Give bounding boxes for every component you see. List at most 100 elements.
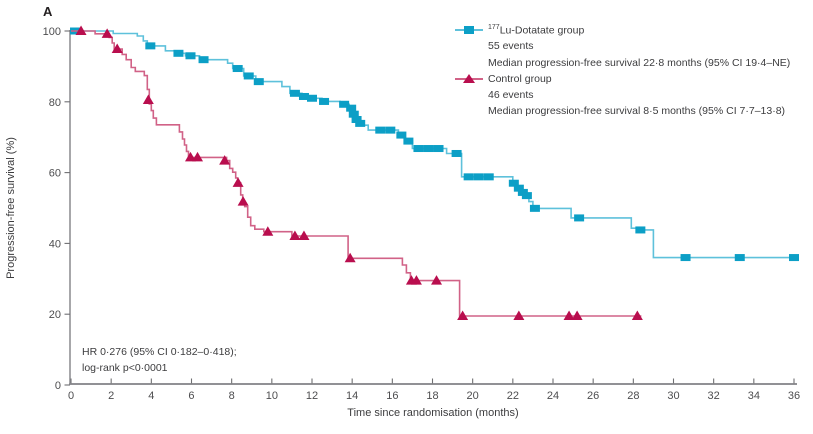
censor-mark-square bbox=[680, 254, 691, 262]
censor-mark-triangle bbox=[184, 151, 196, 162]
censor-mark-square bbox=[253, 78, 264, 86]
censor-mark-square bbox=[451, 149, 462, 157]
censor-mark-square bbox=[403, 137, 414, 145]
x-tick-label: 10 bbox=[266, 390, 278, 402]
legend-group-control: Control group 46 events Median progressi… bbox=[455, 71, 790, 120]
x-tick-label: 36 bbox=[788, 390, 800, 402]
legend-label-lu177: 177Lu-Dotatate group bbox=[488, 23, 585, 37]
censor-mark-square bbox=[413, 145, 424, 153]
legend-events-lu177: 55 events bbox=[488, 40, 534, 53]
censor-mark-square bbox=[423, 145, 434, 153]
y-tick-label: 20 bbox=[49, 309, 61, 321]
x-tick-label: 4 bbox=[148, 390, 154, 402]
censor-mark-square bbox=[433, 145, 444, 153]
survival-curve-control bbox=[71, 30, 642, 317]
x-tick-label: 8 bbox=[229, 390, 235, 402]
censor-mark-square bbox=[483, 173, 494, 181]
x-tick-label: 2 bbox=[108, 390, 114, 402]
censor-mark-triangle bbox=[344, 252, 356, 263]
censor-mark-square bbox=[339, 100, 350, 108]
censor-mark-square bbox=[306, 94, 317, 102]
censor-mark-triangle bbox=[431, 275, 443, 285]
censor-mark-square bbox=[355, 119, 366, 127]
censor-mark-square bbox=[173, 49, 184, 57]
censor-mark-triangle bbox=[410, 275, 422, 285]
censor-mark-square bbox=[521, 192, 532, 200]
censor-mark-square bbox=[385, 126, 396, 134]
legend-median-control: Median progression-free survival 8·5 mon… bbox=[488, 105, 786, 118]
x-tick-label: 12 bbox=[306, 390, 318, 402]
censor-mark-square bbox=[734, 254, 745, 262]
y-tick-label: 100 bbox=[43, 26, 61, 38]
legend: 177Lu-Dotatate group 55 events Median pr… bbox=[455, 22, 790, 120]
censor-mark-square bbox=[289, 89, 300, 97]
hr-annotation-line1: HR 0·276 (95% CI 0·182–0·418); bbox=[82, 346, 237, 358]
lu177-square-marker-icon bbox=[455, 25, 483, 35]
legend-events-control: 46 events bbox=[488, 89, 534, 102]
censor-mark-square bbox=[346, 104, 357, 112]
x-tick-label: 34 bbox=[748, 390, 760, 402]
censor-mark-square bbox=[232, 65, 243, 73]
censor-mark-triangle bbox=[219, 155, 231, 165]
x-tick-label: 16 bbox=[386, 390, 398, 402]
x-tick-label: 30 bbox=[667, 390, 679, 402]
censor-mark-square bbox=[396, 131, 407, 139]
censor-mark-triangle bbox=[192, 151, 204, 162]
censor-mark-triangle bbox=[513, 310, 525, 320]
x-tick-label: 6 bbox=[188, 390, 194, 402]
panel-label: A bbox=[43, 4, 53, 19]
x-tick-label: 24 bbox=[547, 390, 559, 402]
censor-mark-triangle bbox=[298, 230, 310, 240]
x-tick-label: 32 bbox=[708, 390, 720, 402]
censor-mark-triangle bbox=[142, 94, 154, 105]
x-tick-label: 26 bbox=[587, 390, 599, 402]
censor-mark-square bbox=[788, 254, 799, 262]
x-tick-label: 14 bbox=[346, 390, 358, 402]
x-tick-label: 28 bbox=[627, 390, 639, 402]
y-tick-label: 80 bbox=[49, 97, 61, 109]
lu177-square-swatch bbox=[464, 26, 474, 35]
legend-median-lu177: Median progression-free survival 22·8 mo… bbox=[488, 56, 791, 69]
censor-mark-square bbox=[298, 92, 309, 100]
censor-mark-square bbox=[463, 173, 474, 181]
hr-annotation-line2: log-rank p<0·0001 bbox=[82, 362, 168, 374]
censor-mark-square bbox=[319, 97, 330, 105]
censor-mark-triangle bbox=[289, 230, 301, 240]
control-triangle-marker-icon bbox=[455, 74, 483, 84]
control-triangle-swatch bbox=[463, 74, 475, 84]
censor-mark-square bbox=[198, 56, 209, 64]
censor-mark-triangle bbox=[563, 310, 575, 320]
censor-mark-triangle bbox=[101, 28, 113, 38]
legend-row-lu177: 177Lu-Dotatate group bbox=[455, 22, 790, 38]
x-tick-label: 0 bbox=[68, 390, 74, 402]
censor-mark-triangle bbox=[631, 310, 643, 320]
x-tick-label: 22 bbox=[507, 390, 519, 402]
censor-mark-square bbox=[635, 226, 646, 234]
x-tick-label: 20 bbox=[467, 390, 479, 402]
censor-mark-square bbox=[574, 214, 585, 222]
censor-mark-square bbox=[243, 72, 254, 80]
legend-group-lu177: 177Lu-Dotatate group 55 events Median pr… bbox=[455, 22, 790, 71]
hr-annotation: HR 0·276 (95% CI 0·182–0·418); log-rank … bbox=[82, 344, 237, 376]
censor-mark-square bbox=[348, 110, 359, 118]
censor-mark-triangle bbox=[232, 177, 244, 187]
censor-mark-square bbox=[513, 184, 524, 192]
censor-mark-triangle bbox=[237, 196, 249, 206]
y-tick-label: 0 bbox=[55, 380, 61, 392]
censor-mark-square bbox=[473, 173, 484, 181]
x-tick-label: 18 bbox=[426, 390, 438, 402]
y-tick-label: 40 bbox=[49, 238, 61, 250]
legend-row-control: Control group bbox=[455, 71, 790, 87]
censor-mark-triangle bbox=[262, 226, 274, 236]
y-axis-title: Progression-free survival (%) bbox=[5, 137, 17, 279]
censor-mark-triangle bbox=[111, 43, 123, 54]
censor-mark-square bbox=[145, 42, 156, 50]
censor-mark-square bbox=[508, 179, 519, 187]
censor-mark-square bbox=[185, 52, 196, 60]
isotope-superscript: 177 bbox=[488, 23, 500, 31]
censor-mark-square bbox=[351, 116, 362, 123]
y-tick-label: 60 bbox=[49, 168, 61, 180]
censor-mark-triangle bbox=[75, 25, 87, 35]
